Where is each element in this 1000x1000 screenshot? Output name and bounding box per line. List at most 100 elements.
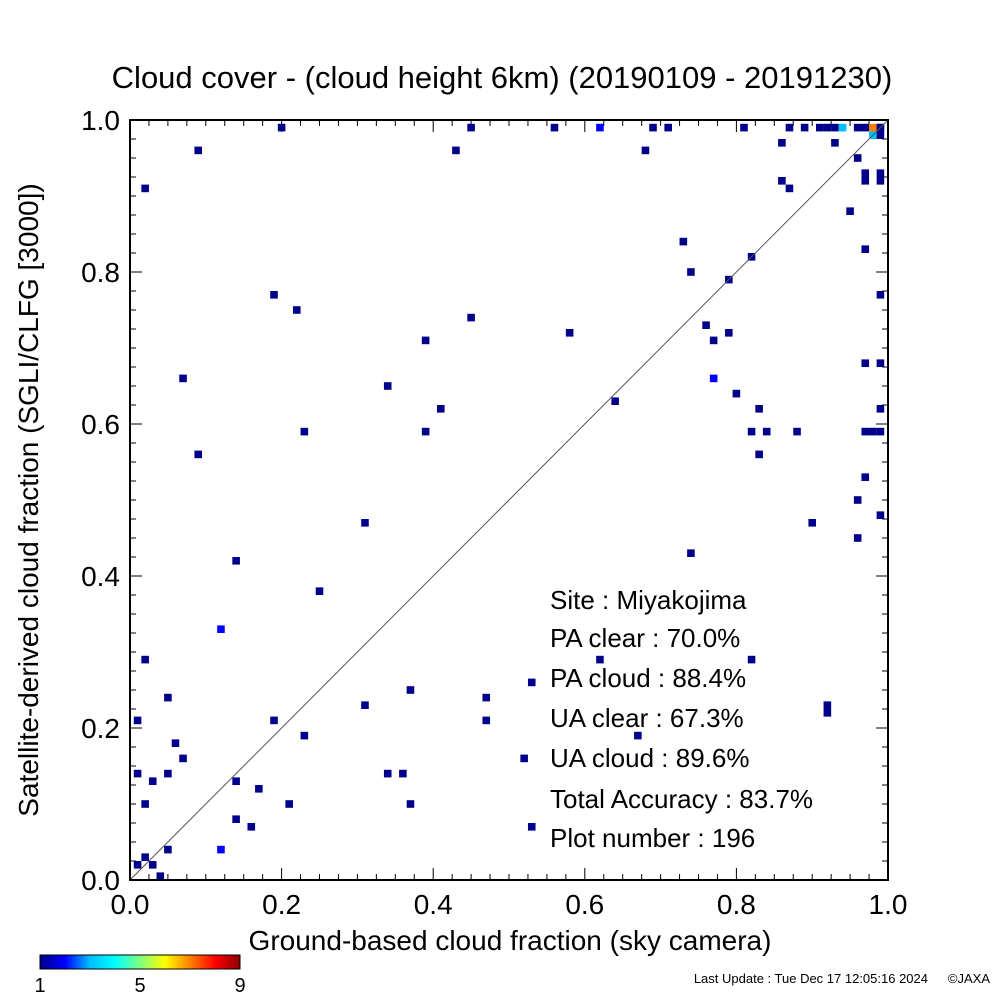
data-cell <box>831 139 839 147</box>
data-cell <box>876 131 885 139</box>
y-tick-label: 1.0 <box>81 105 120 136</box>
stat-pa-clear: PA clear : 70.0% <box>550 623 740 653</box>
data-cell <box>171 739 180 747</box>
data-cell <box>436 405 445 413</box>
last-update-text: Last Update : Tue Dec 17 12:05:16 2024 <box>694 971 928 986</box>
tick-labels: 0.0 0.2 0.4 0.6 0.8 1.0 0.0 0.2 0.4 0.6 0.8 1.0 <box>81 105 907 920</box>
data-cell <box>876 427 885 436</box>
x-tick-label: 0.6 <box>565 889 604 920</box>
data-cell <box>785 184 794 193</box>
data-cell <box>277 123 286 132</box>
data-cell <box>141 853 149 861</box>
data-cell <box>179 754 187 763</box>
stat-pa-cloud: PA cloud : 88.4% <box>550 663 746 693</box>
data-cell <box>383 769 392 778</box>
stat-ua-clear: UA clear : 67.3% <box>550 703 744 733</box>
data-cell <box>641 146 650 155</box>
data-cell <box>361 519 369 527</box>
data-cell <box>611 397 619 405</box>
data-cell <box>876 511 885 519</box>
data-cell <box>747 655 756 664</box>
data-cell <box>861 123 870 132</box>
colorbar-min-label: 1 <box>34 975 45 997</box>
data-cell <box>732 389 741 398</box>
data-cell <box>270 716 278 725</box>
statistics-box: Site : Miyakojima PA clear : 70.0% PA cl… <box>550 585 813 853</box>
y-tick-label: 0.2 <box>81 713 120 744</box>
data-cell <box>823 709 832 717</box>
data-cell <box>194 450 203 459</box>
data-cell <box>687 549 695 557</box>
data-cell <box>823 123 832 132</box>
data-cell <box>527 823 536 831</box>
data-cell <box>406 686 415 694</box>
y-axis-label: Satellite-derived cloud fraction (SGLI/C… <box>13 183 44 816</box>
data-cell <box>482 716 491 725</box>
y-tick-label: 0.8 <box>81 257 120 288</box>
data-cell <box>467 313 475 322</box>
colorbar-mid-label: 5 <box>134 975 145 997</box>
data-cell <box>247 823 256 831</box>
data-cell <box>831 123 839 132</box>
data-cell <box>148 777 157 785</box>
data-cell <box>232 777 240 785</box>
data-cell <box>778 177 786 185</box>
chart-title: Cloud cover - (cloud height 6km) (201901… <box>112 60 893 95</box>
y-tick-label: 0.6 <box>81 409 120 440</box>
data-cell <box>133 716 142 725</box>
stat-total-accuracy: Total Accuracy : 83.7% <box>550 784 813 814</box>
colorbar <box>39 954 241 970</box>
data-cell <box>421 336 430 345</box>
data-cell <box>164 845 172 854</box>
data-cell <box>133 769 142 778</box>
data-cell <box>876 359 885 367</box>
data-cell <box>141 655 149 664</box>
x-tick-label: 0.8 <box>717 889 756 920</box>
data-cell <box>740 123 748 132</box>
data-cell <box>709 336 718 345</box>
data-cell <box>876 405 885 413</box>
data-cell <box>596 123 604 132</box>
data-cell <box>399 769 407 778</box>
stat-plot-number: Plot number : 196 <box>550 823 755 853</box>
stat-site: Site : Miyakojima <box>550 585 747 615</box>
x-tick-label: 0.0 <box>111 889 150 920</box>
data-cell <box>853 123 862 132</box>
x-tick-label: 1.0 <box>869 889 908 920</box>
data-cell <box>452 146 460 155</box>
data-cell <box>838 123 847 132</box>
data-cell <box>853 496 862 504</box>
data-cell <box>141 184 149 193</box>
data-cell <box>634 731 642 740</box>
data-cell <box>800 123 809 132</box>
data-cell <box>421 427 430 436</box>
data-cell <box>702 321 710 329</box>
data-cells <box>133 123 885 880</box>
data-cell <box>315 587 324 595</box>
copyright-text: ©JAXA <box>948 971 990 986</box>
data-cell <box>565 329 574 337</box>
data-cell <box>876 169 885 177</box>
data-cell <box>550 123 559 132</box>
plot-frame <box>129 119 889 881</box>
data-cell <box>255 785 263 793</box>
data-cell <box>520 754 528 763</box>
data-cell <box>300 427 309 436</box>
one-to-one-line <box>129 119 889 881</box>
x-tick-label: 0.4 <box>414 889 453 920</box>
y-tick-label: 0.4 <box>81 561 120 592</box>
data-cell <box>179 374 187 383</box>
data-cell <box>141 800 149 808</box>
data-cell <box>361 701 369 709</box>
data-cell <box>747 427 756 436</box>
data-cell <box>793 427 801 436</box>
data-cell <box>164 693 172 702</box>
data-cell <box>406 800 415 808</box>
data-cell <box>823 701 832 709</box>
data-cell <box>482 693 491 702</box>
data-cell <box>232 815 240 823</box>
data-cell <box>285 800 293 808</box>
stat-ua-cloud: UA cloud : 89.6% <box>550 743 749 773</box>
data-cell <box>861 359 870 367</box>
